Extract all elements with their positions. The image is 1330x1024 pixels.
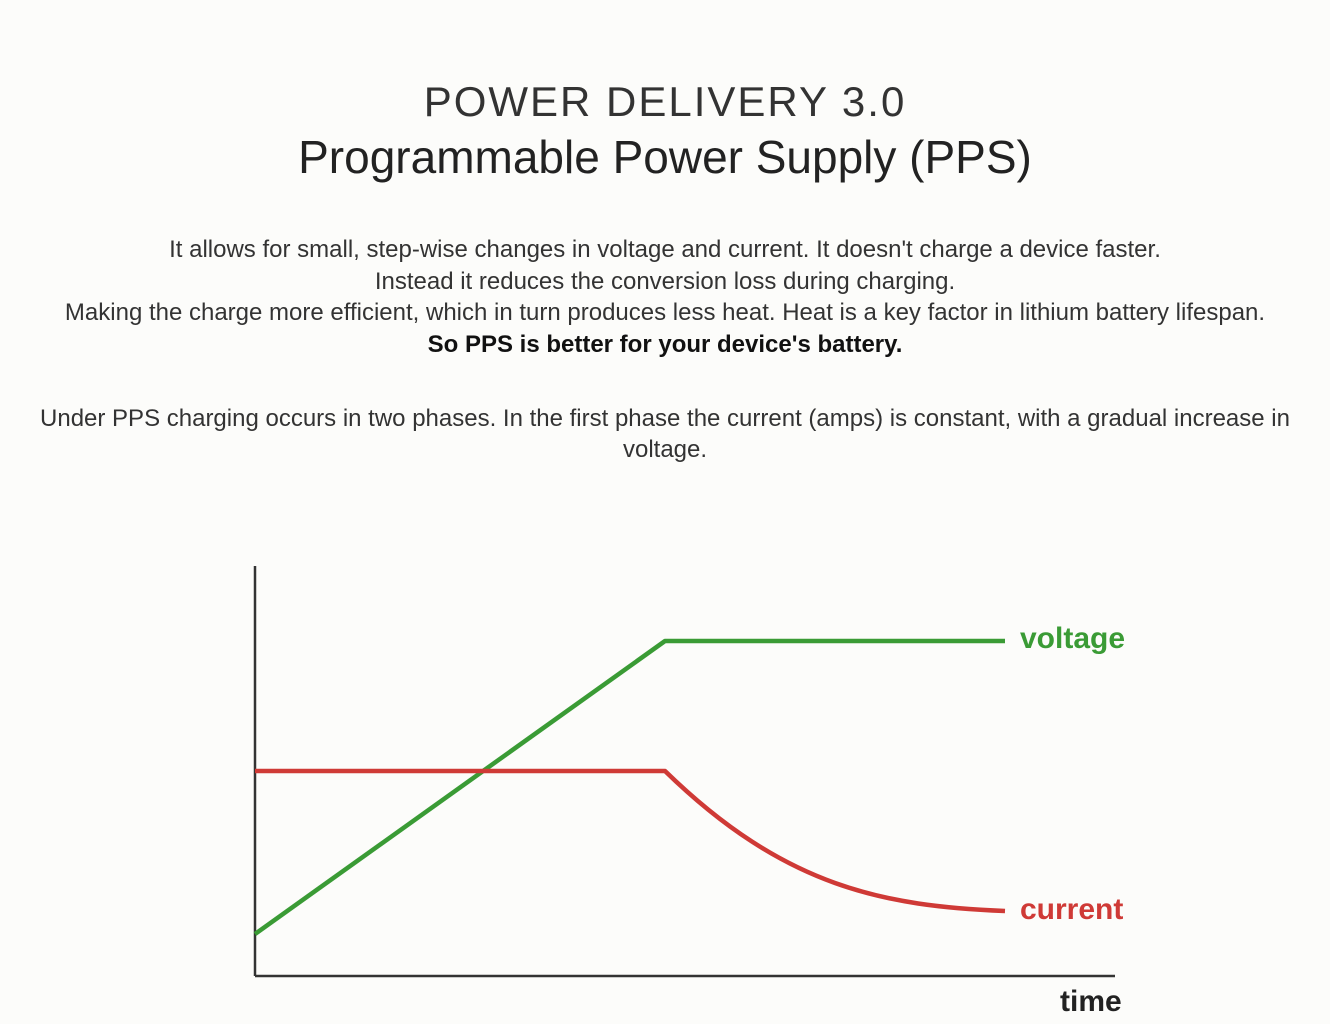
chart-container: voltage current time: [0, 536, 1330, 1016]
desc-phase-line: Under PPS charging occurs in two phases.…: [0, 403, 1330, 466]
voltage-legend-label: voltage: [1020, 622, 1125, 655]
desc-line-3: Making the charge more efficient, which …: [0, 297, 1330, 329]
voltage-line: [255, 641, 1005, 934]
title-line-1: POWER DELIVERY 3.0: [0, 78, 1330, 126]
pps-chart: voltage current time: [165, 536, 1165, 1016]
title-line-2: Programmable Power Supply (PPS): [0, 130, 1330, 184]
time-axis-label: time: [1060, 985, 1122, 1016]
current-line: [255, 771, 1005, 911]
desc-line-2: Instead it reduces the conversion loss d…: [0, 266, 1330, 298]
desc-line-4-bold: So PPS is better for your device's batte…: [0, 329, 1330, 361]
desc-line-1: It allows for small, step-wise changes i…: [0, 234, 1330, 266]
description-block: It allows for small, step-wise changes i…: [0, 234, 1330, 466]
current-legend-label: current: [1020, 893, 1123, 926]
